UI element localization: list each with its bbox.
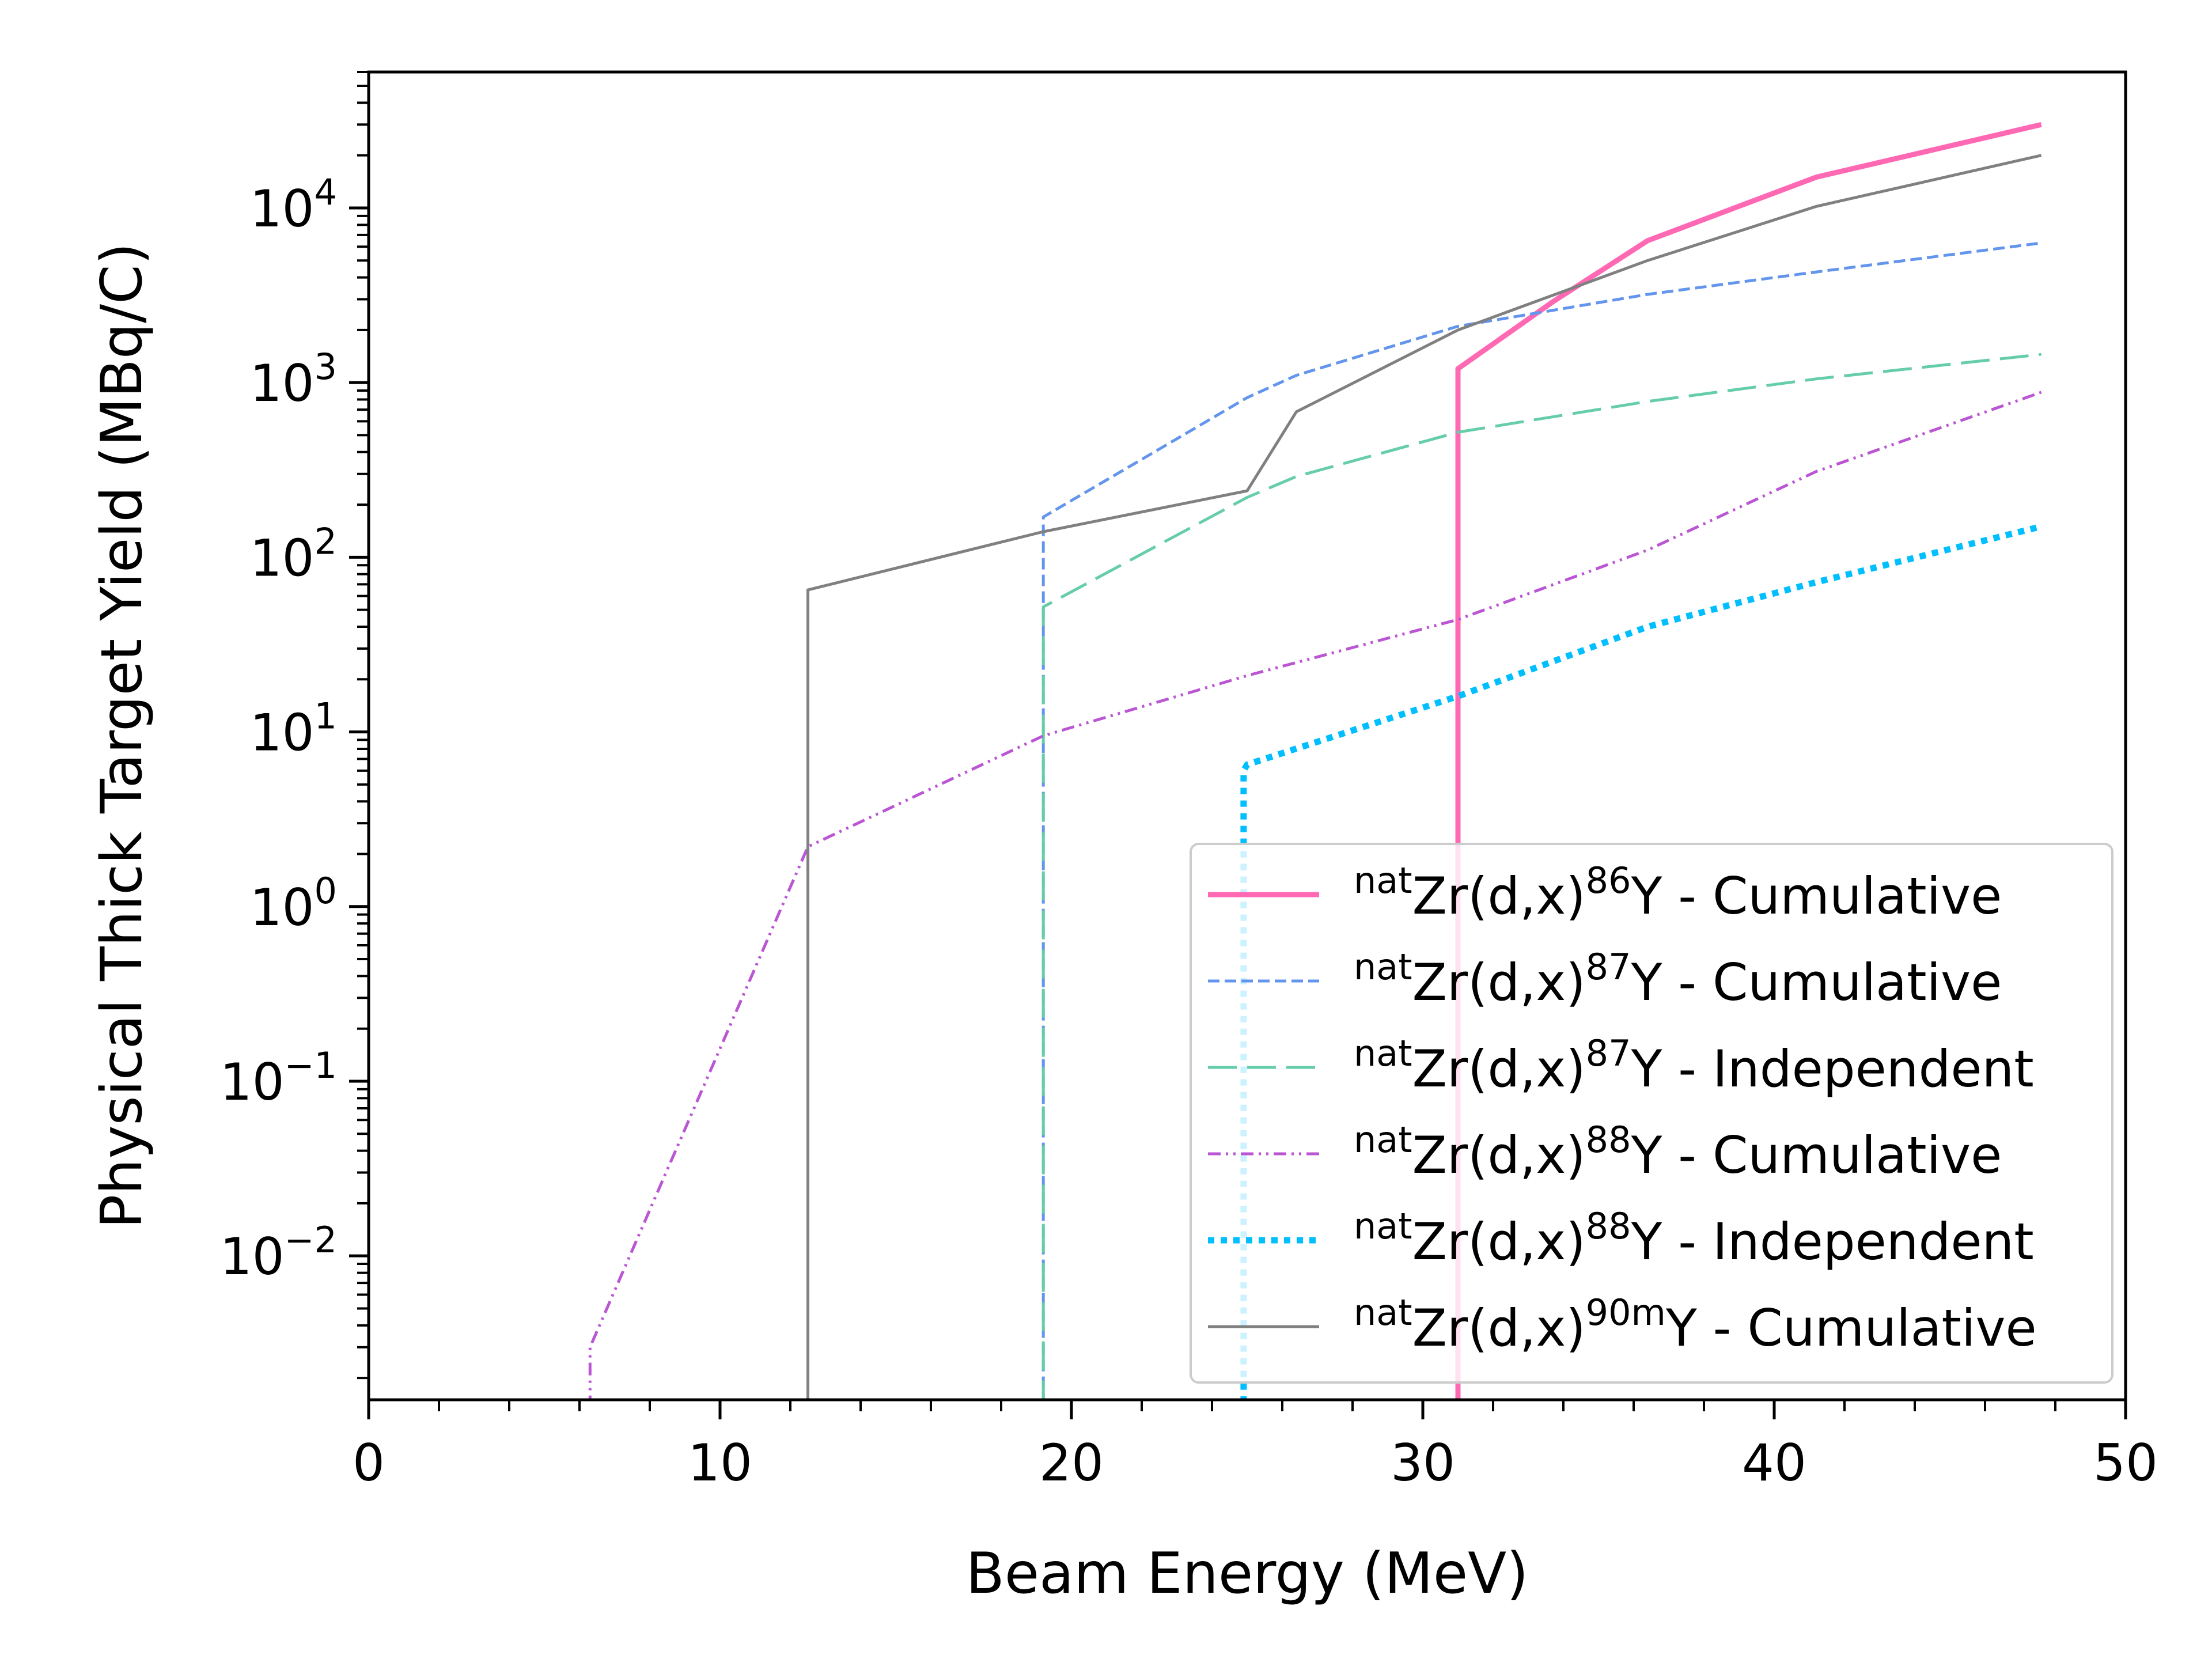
legend-label-3: natZr(d,x)87Y - Independent [1354,1032,2034,1099]
legend: natZr(d,x)86Y - Cumulative natZr(d,x)87Y … [1190,843,2113,1384]
x-tick-label: 50 [2093,1433,2158,1493]
y-tick-label: 10−1 [220,1044,337,1112]
y-tick-label: 102 [250,520,337,588]
x-axis-label: Beam Energy (MeV) [966,1541,1529,1607]
ticks-layer: 0 10 20 30 40 50 10−2 10−1 100 101 102 103 104 [220,71,2158,1493]
y-axis-label: Physical Thick Target Yield (MBq/C) [89,243,155,1229]
series-line-2 [1041,241,2041,1400]
y-tick-label: 101 [250,695,337,763]
x-tick-label: 30 [1391,1433,1455,1493]
legend-label-6: natZr(d,x)90mY - Cumulative [1354,1291,2037,1358]
y-tick-label: 104 [250,171,337,238]
legend-label-5: natZr(d,x)88Y - Independent [1354,1205,2034,1271]
legend-label-2: natZr(d,x)87Y - Cumulative [1354,946,2002,1012]
plot-frame [367,70,2127,1402]
series-line-6 [806,154,2042,1400]
y-tick-label: 103 [250,346,337,413]
y-tick-label: 10−2 [220,1219,337,1286]
y-tick-label: 100 [250,870,337,937]
x-tick-label: 40 [1742,1433,1806,1493]
legend-label-1: natZr(d,x)86Y - Cumulative [1354,859,2002,926]
legend-box [1190,843,2113,1384]
x-tick-label: 20 [1039,1433,1104,1493]
legend-label-4: natZr(d,x)88Y - Cumulative [1354,1119,2002,1185]
series-line-3 [1041,353,2041,1400]
x-tick-label: 10 [688,1433,752,1493]
x-tick-label: 0 [353,1433,385,1493]
